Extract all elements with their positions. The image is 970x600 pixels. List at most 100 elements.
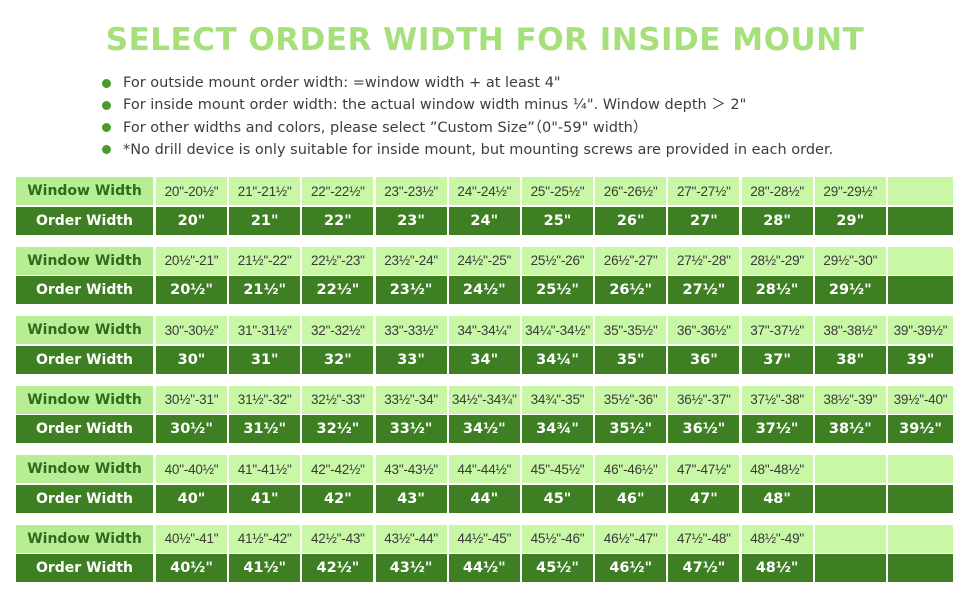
order-width-cell: 32" <box>302 345 374 374</box>
window-width-cell: 34"-34¼" <box>448 316 520 344</box>
order-width-cell: 26" <box>595 206 667 235</box>
order-width-cell: 30½" <box>156 415 227 443</box>
order-width-cell: 20" <box>156 206 227 235</box>
window-width-cell: 37"-37½" <box>741 316 813 344</box>
empty-cell <box>888 206 953 235</box>
window-width-cell: 22"-22½" <box>302 177 374 205</box>
order-width-cell: 23½" <box>375 276 447 304</box>
window-width-cell: 21"-21½" <box>229 177 301 205</box>
order-width-cell: 41½" <box>229 554 301 582</box>
window-width-cell: 35"-35½" <box>595 316 667 344</box>
window-width-cell: 35½"-36" <box>595 385 667 414</box>
window-width-label: Window Width <box>16 246 153 275</box>
order-width-cell: 34" <box>448 345 520 374</box>
order-width-label: Order Width <box>16 484 153 513</box>
order-width-label: Order Width <box>16 415 153 443</box>
empty-cell <box>888 246 953 275</box>
bullet-icon <box>102 78 111 88</box>
order-width-label: Order Width <box>16 345 153 374</box>
window-width-cell: 47½"-48" <box>668 524 740 553</box>
order-width-cell: 30" <box>156 345 227 374</box>
order-width-cell: 47½" <box>668 554 740 582</box>
order-width-cell: 34¾" <box>522 415 593 443</box>
empty-cell <box>888 177 953 205</box>
window-width-cell: 32"-32½" <box>302 316 374 344</box>
window-width-cell: 20½"-21" <box>156 246 227 275</box>
order-width-cell: 44" <box>448 484 520 513</box>
order-width-cell: 46½" <box>595 554 667 582</box>
note-text: *No drill device is only suitable for in… <box>123 141 834 158</box>
window-width-cell: 36½"-37" <box>668 385 740 414</box>
window-width-cell: 34½"-34¾" <box>448 385 520 414</box>
order-width-cell: 44½" <box>448 554 520 582</box>
order-width-cell: 25" <box>522 206 593 235</box>
window-width-cell: 36"-36½" <box>668 316 740 344</box>
window-width-cell: 20"-20½" <box>156 177 227 205</box>
order-width-cell: 48" <box>741 484 813 513</box>
window-width-cell: 24"-24½" <box>448 177 520 205</box>
order-width-cell: 23" <box>375 206 447 235</box>
order-width-cell: 47" <box>668 484 740 513</box>
bullet-icon <box>102 145 111 155</box>
window-width-cell: 40½"-41" <box>156 524 227 553</box>
window-width-cell: 45"-45½" <box>522 455 593 483</box>
empty-cell <box>814 524 886 553</box>
order-width-cell: 36" <box>668 345 740 374</box>
order-width-cell: 29" <box>814 206 886 235</box>
window-width-cell: 48½"-49" <box>741 524 813 553</box>
empty-cell <box>814 484 886 513</box>
order-width-cell: 33" <box>375 345 447 374</box>
window-width-cell: 47"-47½" <box>668 455 740 483</box>
order-width-cell: 38½" <box>814 415 886 443</box>
window-width-cell: 38½"-39" <box>814 385 886 414</box>
window-width-cell: 26½"-27" <box>595 246 667 275</box>
window-width-cell: 40"-40½" <box>156 455 227 483</box>
empty-cell <box>888 524 953 553</box>
empty-cell <box>888 484 953 513</box>
bullet-icon <box>102 100 111 110</box>
window-width-cell: 21½"-22" <box>229 246 301 275</box>
window-width-cell: 46"-46½" <box>595 455 667 483</box>
order-width-cell: 24" <box>448 206 520 235</box>
note-text: For inside mount order width: the actual… <box>123 97 747 114</box>
window-width-cell: 31½"-32" <box>229 385 301 414</box>
empty-cell <box>888 455 953 483</box>
order-width-cell: 43½" <box>375 554 447 582</box>
order-width-cell: 34¼" <box>522 345 593 374</box>
order-width-cell: 41" <box>229 484 301 513</box>
window-width-cell: 23"-23½" <box>375 177 447 205</box>
order-width-cell: 45" <box>522 484 593 513</box>
window-width-cell: 32½"-33" <box>302 385 374 414</box>
order-width-cell: 21" <box>229 206 301 235</box>
order-width-cell: 40" <box>156 484 227 513</box>
order-width-cell: 48½" <box>741 554 813 582</box>
note-item: *No drill device is only suitable for in… <box>102 139 833 161</box>
window-width-cell: 30½"-31" <box>156 385 227 414</box>
empty-cell <box>888 554 953 582</box>
window-width-cell: 33½"-34" <box>375 385 447 414</box>
window-width-cell: 28"-28½" <box>741 177 813 205</box>
window-width-label: Window Width <box>16 524 153 553</box>
window-width-cell: 33"-33½" <box>375 316 447 344</box>
window-width-cell: 24½"-25" <box>448 246 520 275</box>
window-width-label: Window Width <box>16 316 153 344</box>
window-width-cell: 42½"-43" <box>302 524 374 553</box>
window-width-cell: 38"-38½" <box>814 316 886 344</box>
window-width-cell: 48"-48½" <box>741 455 813 483</box>
order-width-cell: 25½" <box>522 276 593 304</box>
window-width-label: Window Width <box>16 455 153 483</box>
window-width-cell: 25½"-26" <box>522 246 593 275</box>
window-width-cell: 29"-29½" <box>814 177 886 205</box>
note-item: For other widths and colors, please sele… <box>102 117 833 139</box>
order-width-cell: 37" <box>741 345 813 374</box>
order-width-cell: 39½" <box>888 415 953 443</box>
window-width-cell: 26"-26½" <box>595 177 667 205</box>
window-width-cell: 41½"-42" <box>229 524 301 553</box>
window-width-cell: 43"-43½" <box>375 455 447 483</box>
order-width-cell: 39" <box>888 345 953 374</box>
order-width-cell: 35½" <box>595 415 667 443</box>
window-width-cell: 44½"-45" <box>448 524 520 553</box>
order-width-label: Order Width <box>16 276 153 304</box>
order-width-cell: 21½" <box>229 276 301 304</box>
window-width-cell: 30"-30½" <box>156 316 227 344</box>
